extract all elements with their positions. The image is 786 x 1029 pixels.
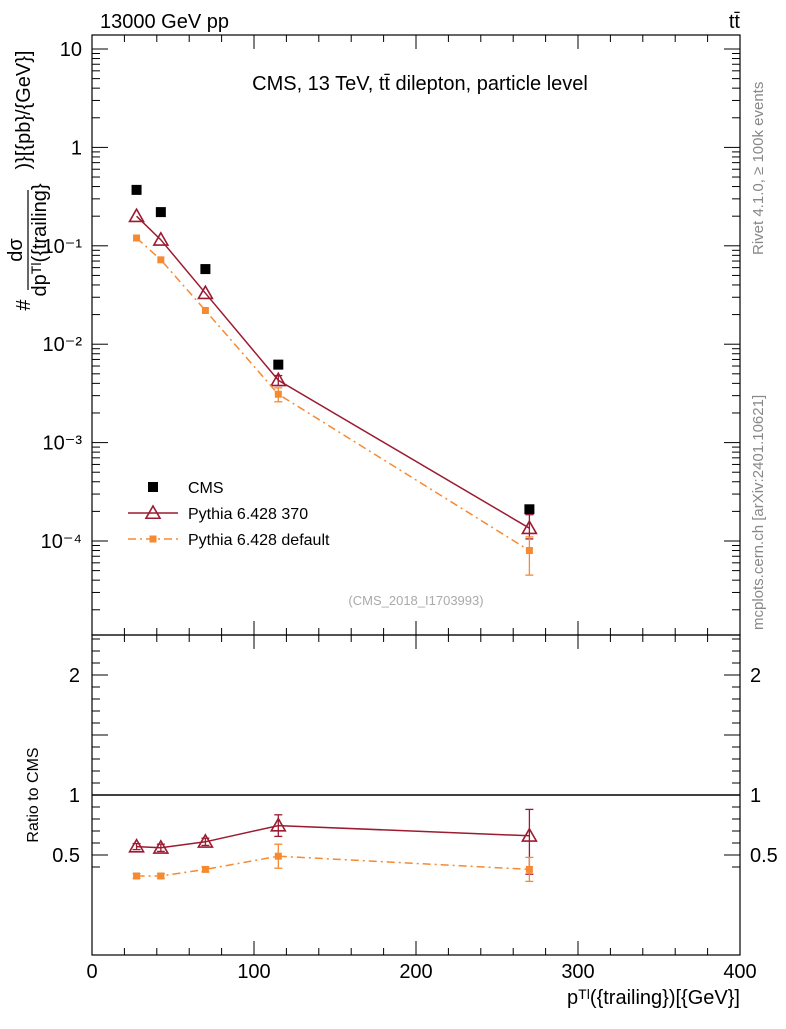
data-point-default xyxy=(274,390,282,398)
data-point-370 xyxy=(521,519,538,535)
y-tick-label: 10 xyxy=(60,39,82,61)
ratio-point-default xyxy=(274,852,282,860)
data-point-default xyxy=(201,307,209,315)
y-tick-label: 10⁻¹ xyxy=(43,236,83,258)
data-point-default xyxy=(157,256,165,264)
watermark: (CMS_2018_I1703993) xyxy=(348,593,483,608)
energy-label: 13000 GeV pp xyxy=(100,11,229,33)
main-axis-ticks: 10 1 10⁻¹ 10⁻² 10⁻³ 10⁻⁴ xyxy=(41,35,741,635)
data-point-370 xyxy=(269,371,287,387)
ratio-point-default xyxy=(157,872,165,880)
ratio-point-370 xyxy=(269,816,287,832)
data-point-cms xyxy=(273,359,284,370)
ratio-y-tick-label-right: 1 xyxy=(750,785,761,807)
y-label-suffix: )}[{pb}/{GeV}] xyxy=(13,51,35,170)
x-tick-label: 200 xyxy=(399,961,432,983)
data-point-370 xyxy=(152,231,170,246)
y-tick-label: 10⁻⁴ xyxy=(41,531,82,553)
data-point-cms xyxy=(155,207,166,218)
main-title: CMS, 13 TeV, tt̄ dilepton, particle leve… xyxy=(252,73,588,95)
x-tick-label: 100 xyxy=(237,961,270,983)
legend-label: Pythia 6.428 default xyxy=(188,532,330,549)
legend: CMS Pythia 6.428 370 Pythia 6.428 default xyxy=(128,480,330,549)
ratio-line xyxy=(136,855,530,877)
series-line-triangle-open xyxy=(136,215,530,529)
x-tick-label: 0 xyxy=(86,961,97,983)
legend-label: Pythia 6.428 370 xyxy=(188,506,308,523)
mcplots-label: mcplots.cern.ch [arXiv:2401.10621] xyxy=(750,395,767,630)
ratio-y-tick-label: 2 xyxy=(69,665,80,687)
y-tick-label: 10⁻³ xyxy=(43,433,83,455)
data-point-370 xyxy=(197,284,214,300)
data-point-370 xyxy=(128,207,145,223)
ratio-series xyxy=(128,808,538,883)
series-line-square-small xyxy=(136,237,530,552)
ratio-y-axis-label: Ratio to CMS xyxy=(25,747,42,842)
ratio-point-370 xyxy=(197,833,214,848)
x-tick-label: 400 xyxy=(723,961,756,983)
y-label-numerator: dσ xyxy=(5,238,27,262)
process-label: tt̄ xyxy=(729,11,741,33)
ratio-point-default xyxy=(133,872,141,880)
legend-marker-default xyxy=(149,535,157,543)
ratio-point-default xyxy=(525,865,533,873)
main-y-axis-label: # dσ dpᵀˡ({trailing} )}[{pb}/{GeV}] xyxy=(5,51,51,311)
legend-marker-370 xyxy=(144,504,162,520)
y-label-prefix: # xyxy=(13,299,35,311)
rivet-label: Rivet 4.1.0, ≥ 100k events xyxy=(750,82,767,255)
ratio-y-tick-label: 0.5 xyxy=(52,845,80,867)
ratio-line xyxy=(136,824,530,849)
ratio-y-tick-label-right: 0.5 xyxy=(750,845,778,867)
x-tick-label: 300 xyxy=(561,961,594,983)
ratio-point-370 xyxy=(521,827,538,842)
y-tick-label: 1 xyxy=(71,137,82,159)
ratio-axis-ticks: 0.5 0.5 1 1 2 2 0 100 200 300 400 xyxy=(52,635,778,983)
data-point-default xyxy=(525,547,533,555)
ratio-point-default xyxy=(201,865,209,873)
main-series xyxy=(128,184,538,576)
data-point-cms xyxy=(200,264,211,275)
y-label-denominator: dpᵀˡ({trailing} xyxy=(29,183,51,296)
legend-marker-cms xyxy=(148,482,158,492)
ratio-y-tick-label: 1 xyxy=(69,785,80,807)
ratio-point-370 xyxy=(152,839,170,854)
data-point-default xyxy=(133,234,141,242)
ratio-point-370 xyxy=(128,837,145,853)
data-point-cms xyxy=(524,504,535,515)
y-tick-label: 10⁻² xyxy=(43,334,83,356)
data-point-cms xyxy=(131,184,142,195)
legend-label: CMS xyxy=(188,480,224,497)
ratio-y-tick-label-right: 2 xyxy=(750,665,761,687)
x-axis-label: pᵀˡ({trailing})[{GeV}] xyxy=(567,987,740,1009)
